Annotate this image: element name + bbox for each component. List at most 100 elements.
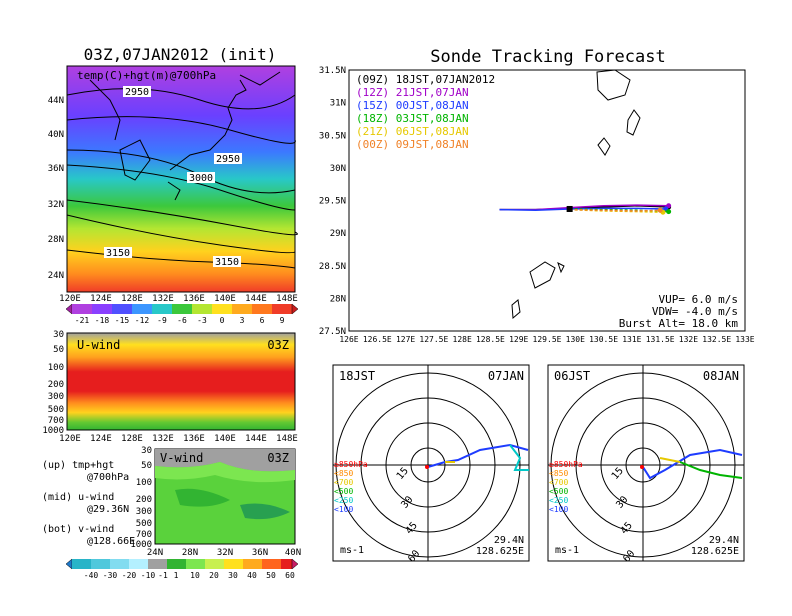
level-legend: <500 <box>549 487 568 496</box>
vwind-time: 03Z <box>267 451 289 465</box>
contour-label: 2950 <box>216 154 240 165</box>
wind-cb-label: 20 <box>209 571 219 580</box>
wind-cb-label: -10 <box>141 571 156 580</box>
vwind-y-tick: 50 <box>141 461 152 471</box>
uwind-y-tick: 50 <box>53 345 64 355</box>
hodo1-lon: 128.625E <box>476 546 524 557</box>
track-line <box>569 208 661 212</box>
track-y-tick: 30.5N <box>319 131 346 141</box>
legend-entry: (21Z) 06JST,08JAN <box>356 125 469 138</box>
track-x-tick: 132E <box>679 335 698 344</box>
hodo2-lat: 29.4N <box>709 535 739 546</box>
track-x-tick: 129E <box>509 335 528 344</box>
vdw-label: VDW= -4.0 m/s <box>652 305 738 318</box>
uwind-x-tick: 140E <box>214 434 236 444</box>
uwind-x-tick: 124E <box>90 434 112 444</box>
track-x-tick: 126.5E <box>363 335 392 344</box>
wind-cb-label: 40 <box>247 571 257 580</box>
map-y-tick: 44N <box>48 96 64 106</box>
vwind-x-tick: 28N <box>182 548 198 558</box>
uwind-x-tick: 120E <box>59 434 81 444</box>
tracking-plot: 31.5N 31N 30.5N 30N 29.5N 29N 28.5N 28N 27.5N 12… <box>319 66 755 344</box>
track-x-tick: 131E <box>622 335 641 344</box>
map-y-tick: 32N <box>48 200 64 210</box>
hodo2-unit: ms-1 <box>555 545 579 556</box>
hodo2-time: 06JST <box>554 369 590 383</box>
vwind-x-tick: 40N <box>285 548 301 558</box>
track-x-tick: 131.5E <box>646 335 675 344</box>
track-y-tick: 31.5N <box>319 66 346 76</box>
uwind-x-tick: 128E <box>121 434 143 444</box>
track-y-tick: 27.5N <box>319 327 346 337</box>
legend-mid-level: @29.36N <box>87 504 129 515</box>
track-y-tick: 29N <box>330 229 346 239</box>
temp-cb-label: -12 <box>135 316 150 325</box>
uwind-x-tick: 136E <box>183 434 205 444</box>
legend-entry: (18Z) 03JST,08JAN <box>356 112 469 125</box>
track-x-tick: 130E <box>566 335 585 344</box>
level-legend: <100 <box>334 505 353 514</box>
uwind-y-tick: 30 <box>53 330 64 340</box>
legend-entry: (12Z) 21JST,07JAN <box>356 86 469 99</box>
track-series <box>499 203 672 215</box>
vwind-y-tick: 100 <box>136 478 152 488</box>
track-x-tick: 126E <box>339 335 358 344</box>
hodo1-lat: 29.4N <box>494 535 524 546</box>
track-x-tick: 132.5E <box>702 335 731 344</box>
uwind-y-tick: 100 <box>48 363 64 373</box>
wind-cb-label: 10 <box>190 571 200 580</box>
track-x-tick: 129.5E <box>533 335 562 344</box>
map-x-tick: 140E <box>214 294 236 304</box>
level-legend: <100 <box>549 505 568 514</box>
track-x-tick: 127.5E <box>419 335 448 344</box>
burst-label: Burst Alt= 18.0 km <box>619 317 739 330</box>
temp-cb-label: -21 <box>75 316 90 325</box>
track-marker <box>566 205 573 212</box>
temp-cb-label: 9 <box>280 316 285 325</box>
level-legend: <250 <box>549 496 568 505</box>
legend-entry: (09Z) 18JST,07JAN2012 <box>356 73 495 86</box>
wind-cb-label: -40 <box>84 571 99 580</box>
uwind-label: U-wind <box>77 338 120 352</box>
track-y-tick: 31N <box>330 99 346 109</box>
uwind-x-tick: 132E <box>152 434 174 444</box>
temp-colorbar: -21 -18 -15 -12 -9 -6 -3 0 3 6 9 <box>65 303 299 325</box>
temp-cb-label: -6 <box>177 316 187 325</box>
temp-cb-label: -9 <box>157 316 167 325</box>
track-end-point <box>657 207 663 213</box>
vwind-label: V-wind <box>160 451 203 465</box>
map-y-tick: 36N <box>48 164 64 174</box>
wind-cb-label: -1 <box>158 571 168 580</box>
vwind-panel: V-wind 03Z 30 50 100 200 300 500 700 100… <box>130 446 301 558</box>
map-x-tick: 124E <box>90 294 112 304</box>
vwind-y-tick: 700 <box>136 530 152 540</box>
hodograph-2: 15 30 45 60 06JST 08JAN ≥850hPa <850 <70… <box>547 364 745 565</box>
track-x-tick: 133E <box>735 335 754 344</box>
contour-label: 3150 <box>215 257 239 268</box>
track-y-tick: 30N <box>330 164 346 174</box>
contour-label: 3150 <box>106 248 130 259</box>
uwind-y-tick: 500 <box>48 405 64 415</box>
hodo1-date: 07JAN <box>488 369 524 383</box>
vwind-y-tick: 500 <box>136 519 152 529</box>
uwind-panel: U-wind 03Z 30 50 100 200 300 500 700 100… <box>42 330 298 444</box>
map-x-tick: 128E <box>121 294 143 304</box>
uwind-x-tick: 148E <box>276 434 298 444</box>
contour-label: 3000 <box>189 173 213 184</box>
vwind-x-tick: 24N <box>147 548 163 558</box>
map-x-tick: 144E <box>245 294 267 304</box>
legend-entry: (15Z) 00JST,08JAN <box>356 99 469 112</box>
wind-cb-label: 50 <box>266 571 276 580</box>
wind-colorbar: -40 -30 -20 -10 -1 1 10 20 30 40 50 60 <box>65 558 299 580</box>
map-label: temp(C)+hgt(m)@700hPa <box>77 69 216 82</box>
level-legend: ≥850hPa <box>334 460 368 469</box>
uwind-x-tick: 144E <box>245 434 267 444</box>
map-x-tick: 132E <box>152 294 174 304</box>
uwind-y-tick: 700 <box>48 416 64 426</box>
temp-cb-label: -3 <box>197 316 207 325</box>
temp-cb-label: 6 <box>260 316 265 325</box>
level-legend: <850 <box>334 469 353 478</box>
uwind-y-tick: 300 <box>48 392 64 402</box>
level-legend: <700 <box>549 478 568 487</box>
